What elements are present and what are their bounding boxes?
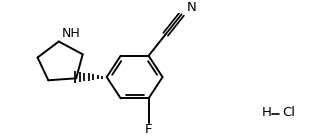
Text: N: N — [187, 1, 197, 14]
Text: F: F — [145, 123, 152, 136]
Text: H: H — [261, 106, 271, 119]
Text: NH: NH — [62, 27, 81, 40]
Text: Cl: Cl — [282, 106, 295, 119]
